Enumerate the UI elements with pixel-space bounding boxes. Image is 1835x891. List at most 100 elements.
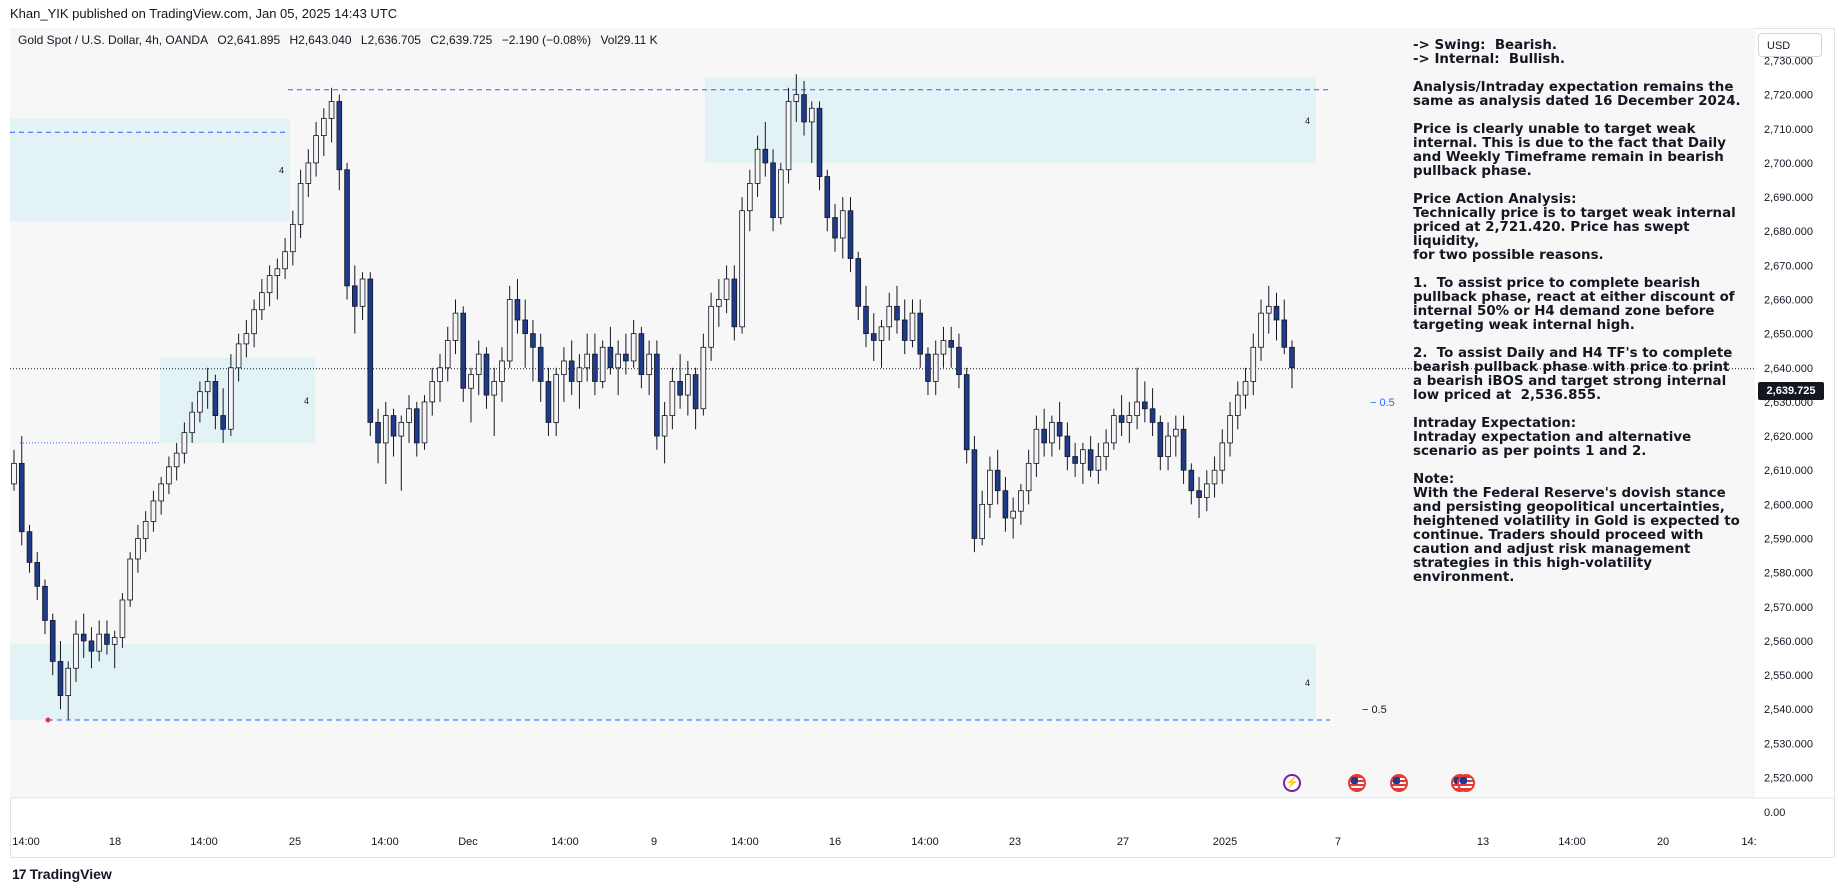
y-tick-label: 2,690.000 (1764, 192, 1813, 204)
candle-body (204, 381, 211, 393)
candle-body (654, 353, 660, 437)
candle-body (716, 299, 722, 307)
x-tick-label: 25 (289, 836, 301, 848)
x-tick-label: 14:00 (1558, 836, 1586, 848)
candle-body (150, 500, 157, 522)
analysis-note: -> Swing: Bearish. -> Internal: Bullish.… (1413, 38, 1741, 585)
candle-body (1242, 381, 1249, 396)
candle-body (1018, 490, 1024, 512)
candle-body (940, 340, 947, 355)
candle-body (522, 319, 529, 335)
candle-body (808, 107, 815, 123)
candle-body (747, 183, 753, 212)
change-value: −2.190 (−0.08%) (501, 33, 592, 47)
candle-body (429, 381, 436, 403)
candle-body (1281, 319, 1288, 348)
candle-body (1033, 428, 1040, 464)
candle-body (499, 360, 505, 382)
candle-body (1111, 415, 1117, 444)
candle-body (1173, 428, 1179, 437)
tradingview-logo[interactable]: 17 TradingView (12, 866, 112, 882)
zone-label: 4 (279, 166, 284, 176)
candle-body (956, 346, 962, 376)
x-tick-label: 14:00 (12, 836, 40, 848)
us-flag-event-icon[interactable] (1390, 774, 1408, 792)
bolt-event-icon[interactable]: ⚡ (1283, 774, 1301, 792)
candle-body (584, 353, 590, 369)
candle-body (592, 353, 598, 382)
candle-body (375, 422, 381, 444)
candle-body (1149, 408, 1156, 423)
candle-body (1041, 428, 1047, 444)
candle-body (669, 381, 676, 416)
candle-body (1010, 510, 1016, 519)
candle-body (770, 162, 776, 218)
x-tick-label: 27 (1117, 836, 1129, 848)
candle-body (832, 217, 838, 239)
x-tick-label: 13 (1477, 836, 1489, 848)
candle-body (568, 360, 575, 382)
zone-label: 4 (1305, 116, 1310, 126)
candle-body (1095, 456, 1102, 471)
candle-body (878, 326, 885, 341)
candle-body (382, 415, 389, 444)
symbol-title[interactable]: Gold Spot / U.S. Dollar, 4h, OANDA (18, 33, 209, 47)
candle-body (235, 343, 242, 369)
y-tick-label: 2,610.000 (1764, 465, 1813, 477)
candle-body (1025, 462, 1032, 492)
candle-body (932, 353, 939, 382)
y-tick-label: 2,590.000 (1764, 534, 1813, 546)
candle-body (483, 353, 490, 396)
candle-body (135, 538, 141, 560)
candle-body (305, 162, 312, 184)
candle-body (398, 422, 405, 437)
candle-body (142, 521, 149, 539)
open-value: O2,641.895 (217, 33, 281, 47)
candle-body (189, 411, 195, 434)
candle-body (599, 346, 606, 382)
candle-body (739, 210, 745, 328)
publish-info: Khan_YIK published on TradingView.com, J… (10, 6, 398, 21)
y-tick-label: 2,600.000 (1764, 499, 1813, 511)
candle-body (615, 353, 621, 369)
y-tick-label: 2,730.000 (1764, 55, 1813, 67)
candle-body (700, 346, 707, 410)
us-flag-event-icon[interactable] (1348, 774, 1366, 792)
candle-body (328, 101, 335, 119)
us-flag-event-icon[interactable] (1457, 774, 1475, 792)
candle-body (166, 466, 172, 485)
candle-body (917, 312, 924, 355)
x-tick-label: 16 (829, 836, 841, 848)
candle-body (243, 333, 250, 345)
low-value: L2,636.705 (360, 33, 421, 47)
y-tick-label: 0.00 (1764, 807, 1785, 819)
candle-body (1157, 422, 1164, 457)
x-tick-label: Dec (458, 836, 478, 848)
candle-body (297, 183, 304, 225)
candle-body (421, 401, 428, 444)
candle-body (987, 469, 993, 505)
candle-body (762, 148, 769, 164)
candle-body (1118, 415, 1125, 423)
candle-body (1165, 435, 1171, 457)
candle-body (1265, 305, 1272, 314)
y-tick-label: 2,550.000 (1764, 670, 1813, 682)
candle-body (1049, 422, 1055, 444)
y-tick-label: 2,660.000 (1764, 294, 1813, 306)
candle-body (1080, 449, 1086, 464)
candle-body (979, 503, 985, 539)
close-value: C2,639.725 (430, 33, 493, 47)
x-tick-label: 20 (1657, 836, 1669, 848)
candle-body (901, 319, 908, 341)
candle-body (475, 353, 482, 376)
candle-body (1196, 490, 1202, 498)
x-tick-label: 23 (1009, 836, 1021, 848)
candle-body (801, 94, 807, 123)
candle-body (119, 599, 126, 638)
ohlc-legend: Gold Spot / U.S. Dollar, 4h, OANDA O2,64… (18, 33, 664, 47)
candle-body (886, 305, 893, 328)
candle-body (1289, 346, 1295, 369)
y-tick-label: 2,720.000 (1764, 90, 1813, 102)
currency-button[interactable]: USD (1758, 33, 1822, 57)
